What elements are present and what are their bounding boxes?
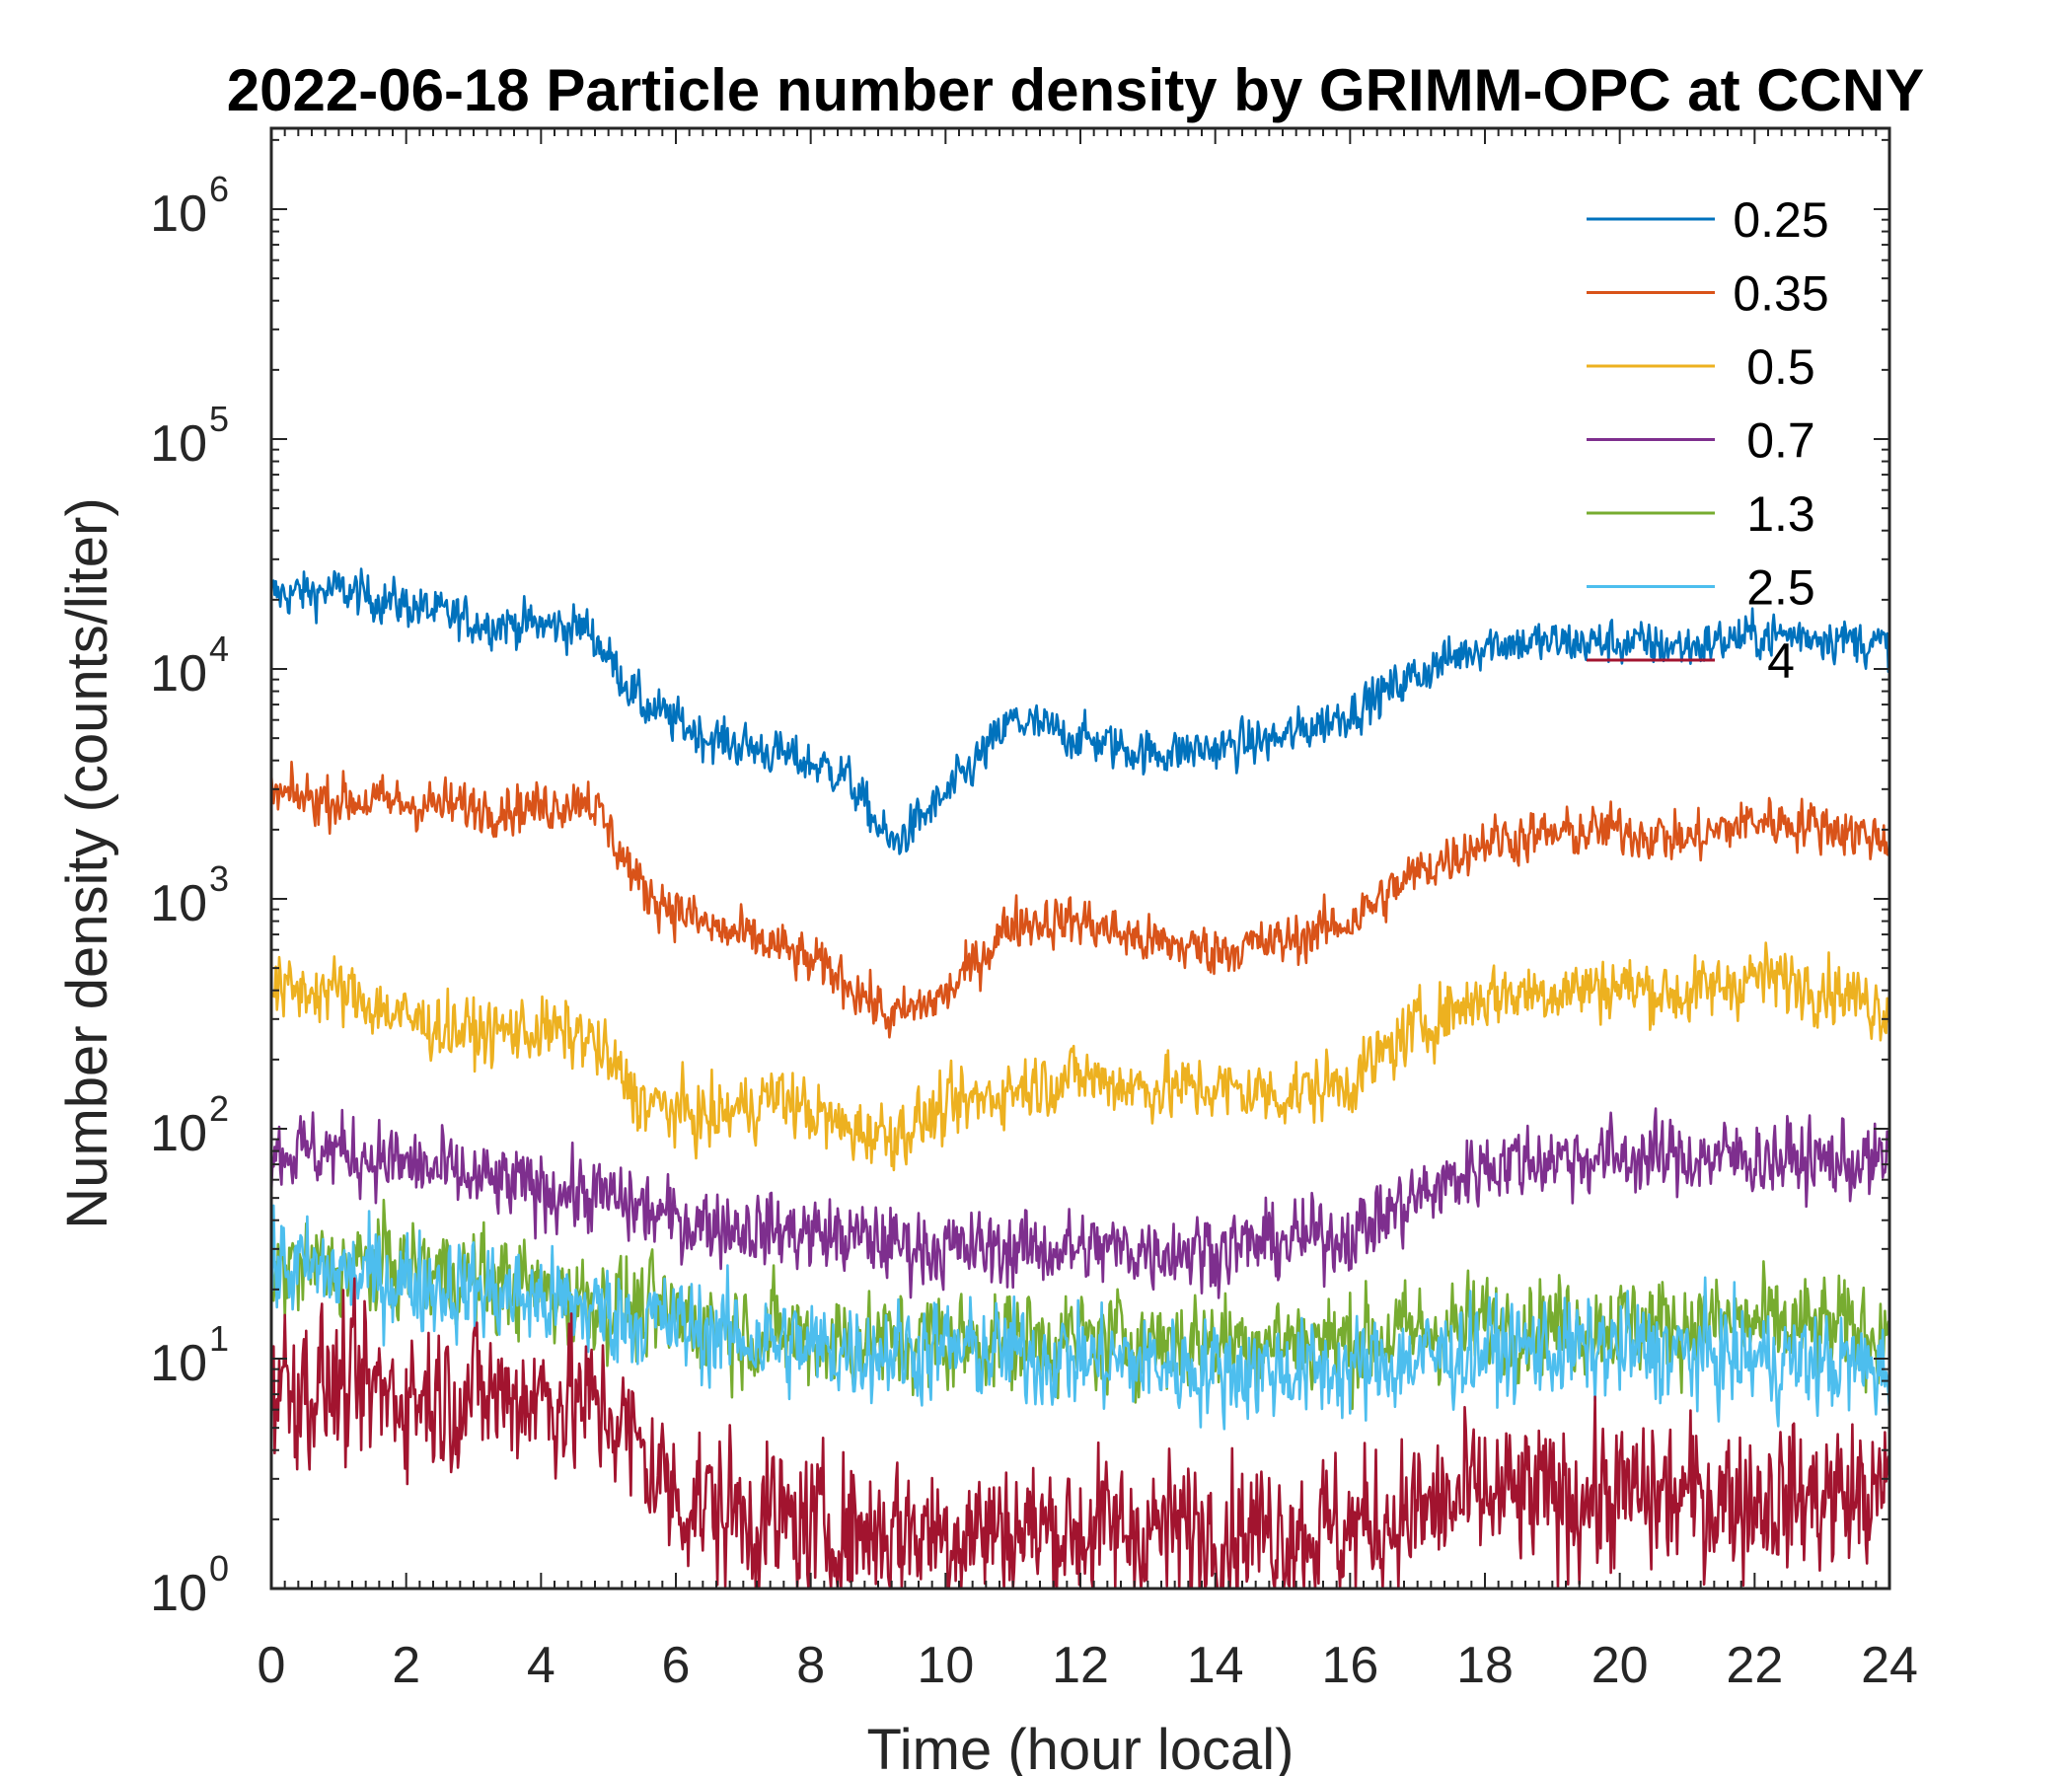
x-tick-label: 16 bbox=[1321, 1637, 1378, 1694]
legend-item: 1.3 bbox=[1587, 486, 1815, 542]
y-tick-label: 10 0 bbox=[150, 1548, 229, 1622]
ticks-layer bbox=[270, 128, 1890, 1590]
y-tick-exponent: 2 bbox=[209, 1088, 229, 1129]
x-tick-label: 4 bbox=[527, 1637, 555, 1694]
y-axis-title: Number density (counts/liter) bbox=[55, 497, 119, 1228]
y-tick-exponent: 3 bbox=[209, 858, 229, 899]
x-tick-label: 24 bbox=[1861, 1637, 1918, 1694]
legend-item: 0.5 bbox=[1587, 339, 1815, 395]
y-tick-base: 10 bbox=[150, 645, 207, 703]
y-tick-label: 10 2 bbox=[150, 1088, 229, 1162]
y-tick-exponent: 6 bbox=[209, 169, 229, 209]
legend-item: 0.7 bbox=[1587, 413, 1815, 469]
legend: 0.25 0.35 0.5 0.7 1.3 2.5 4 bbox=[1587, 192, 1829, 689]
series-line-4 bbox=[269, 1277, 1891, 1591]
y-tick-base: 10 bbox=[150, 875, 207, 932]
legend-item: 4 bbox=[1587, 633, 1795, 689]
y-tick-label: 10 6 bbox=[150, 169, 229, 243]
y-tick-base: 10 bbox=[150, 1335, 207, 1392]
y-tick-exponent: 1 bbox=[209, 1318, 229, 1359]
x-tick-label: 20 bbox=[1591, 1637, 1649, 1694]
series-line-0_7 bbox=[269, 1107, 1891, 1299]
series-layer bbox=[269, 567, 1891, 1591]
y-tick-exponent: 5 bbox=[209, 399, 229, 439]
x-tick-label: 22 bbox=[1726, 1637, 1783, 1694]
x-tick-label: 10 bbox=[917, 1637, 974, 1694]
legend-label: 2.5 bbox=[1746, 560, 1815, 616]
legend-label: 1.3 bbox=[1746, 486, 1815, 542]
series-line-0_5 bbox=[270, 941, 1891, 1172]
series-line-2_5 bbox=[269, 1204, 1891, 1431]
x-tick-label: 18 bbox=[1456, 1637, 1514, 1694]
y-tick-label: 10 3 bbox=[150, 858, 229, 932]
y-tick-base: 10 bbox=[150, 1565, 207, 1622]
y-tick-label: 10 4 bbox=[150, 629, 229, 703]
x-axis-title: Time (hour local) bbox=[867, 1718, 1295, 1776]
legend-item: 0.25 bbox=[1587, 192, 1829, 248]
legend-label: 0.5 bbox=[1746, 339, 1815, 395]
y-tick-exponent: 0 bbox=[209, 1548, 229, 1589]
legend-item: 0.35 bbox=[1587, 266, 1829, 322]
series-line-0_25 bbox=[270, 567, 1891, 855]
x-tick-label: 14 bbox=[1187, 1637, 1244, 1694]
series-line-0_35 bbox=[269, 760, 1890, 1039]
legend-label: 0.7 bbox=[1746, 413, 1815, 469]
y-tick-exponent: 4 bbox=[209, 629, 229, 669]
y-tick-base: 10 bbox=[150, 415, 207, 473]
x-tick-label: 12 bbox=[1052, 1637, 1109, 1694]
x-tick-labels: 0 2 4 6 8 10 12 14 16 18 20 22 24 bbox=[258, 1637, 1918, 1694]
legend-label: 0.25 bbox=[1733, 192, 1828, 248]
x-tick-label: 0 bbox=[258, 1637, 286, 1694]
y-tick-label: 10 1 bbox=[150, 1318, 229, 1392]
y-tick-base: 10 bbox=[150, 1105, 207, 1162]
chart-title: 2022-06-18 Particle number density by GR… bbox=[227, 57, 1925, 123]
legend-label: 4 bbox=[1767, 633, 1795, 689]
y-tick-base: 10 bbox=[150, 185, 207, 243]
legend-label: 0.35 bbox=[1733, 266, 1828, 322]
legend-item: 2.5 bbox=[1587, 560, 1815, 616]
y-tick-label: 10 5 bbox=[150, 399, 229, 473]
x-tick-label: 2 bbox=[392, 1637, 420, 1694]
x-tick-label: 6 bbox=[662, 1637, 691, 1694]
x-tick-label: 8 bbox=[796, 1637, 825, 1694]
